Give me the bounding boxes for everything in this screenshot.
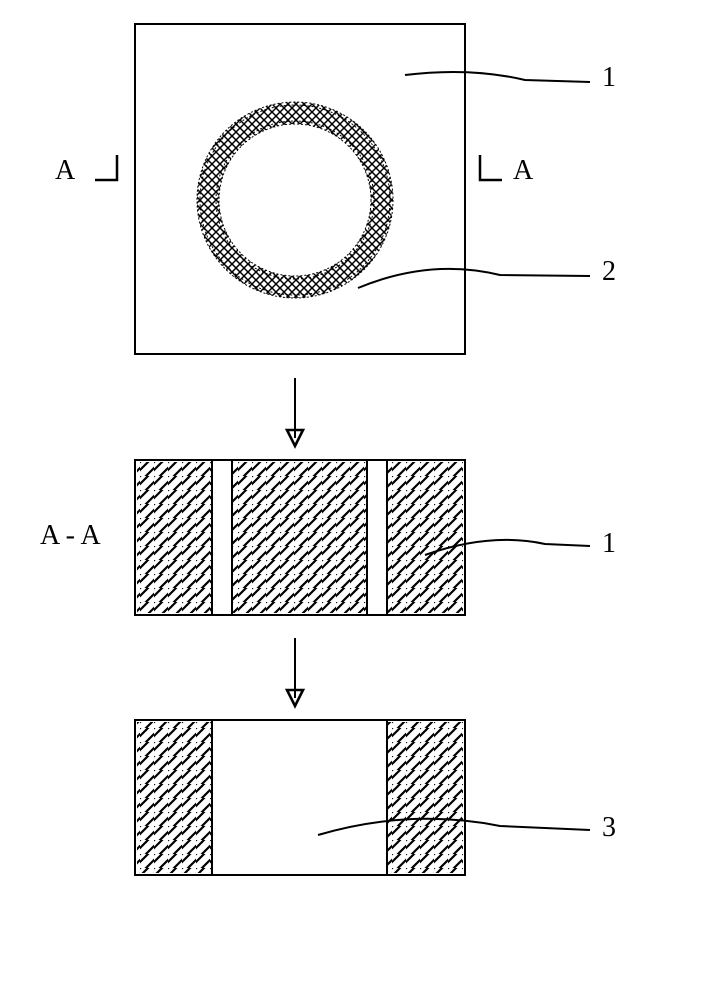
hatch-left-aa	[137, 462, 212, 613]
callout-label-1-aa: 1	[602, 528, 616, 560]
hatch-right-aa	[387, 462, 463, 613]
callout-label-1-top: 1	[602, 62, 616, 94]
hatch-center-aa	[232, 462, 367, 613]
section-mark-right	[480, 155, 502, 180]
section-mark-left	[95, 155, 117, 180]
section-label-a-left: A	[55, 155, 75, 187]
final-section-view	[135, 720, 590, 875]
callout-label-2-top: 2	[602, 256, 616, 288]
section-aa-view	[135, 460, 590, 615]
top-view-plan	[95, 24, 590, 354]
hatch-left-final	[137, 722, 212, 873]
callout-label-3-final: 3	[602, 812, 616, 844]
hatch-right-final	[387, 722, 463, 873]
section-label-a-right: A	[513, 155, 533, 187]
section-aa-title: A - A	[40, 520, 101, 552]
